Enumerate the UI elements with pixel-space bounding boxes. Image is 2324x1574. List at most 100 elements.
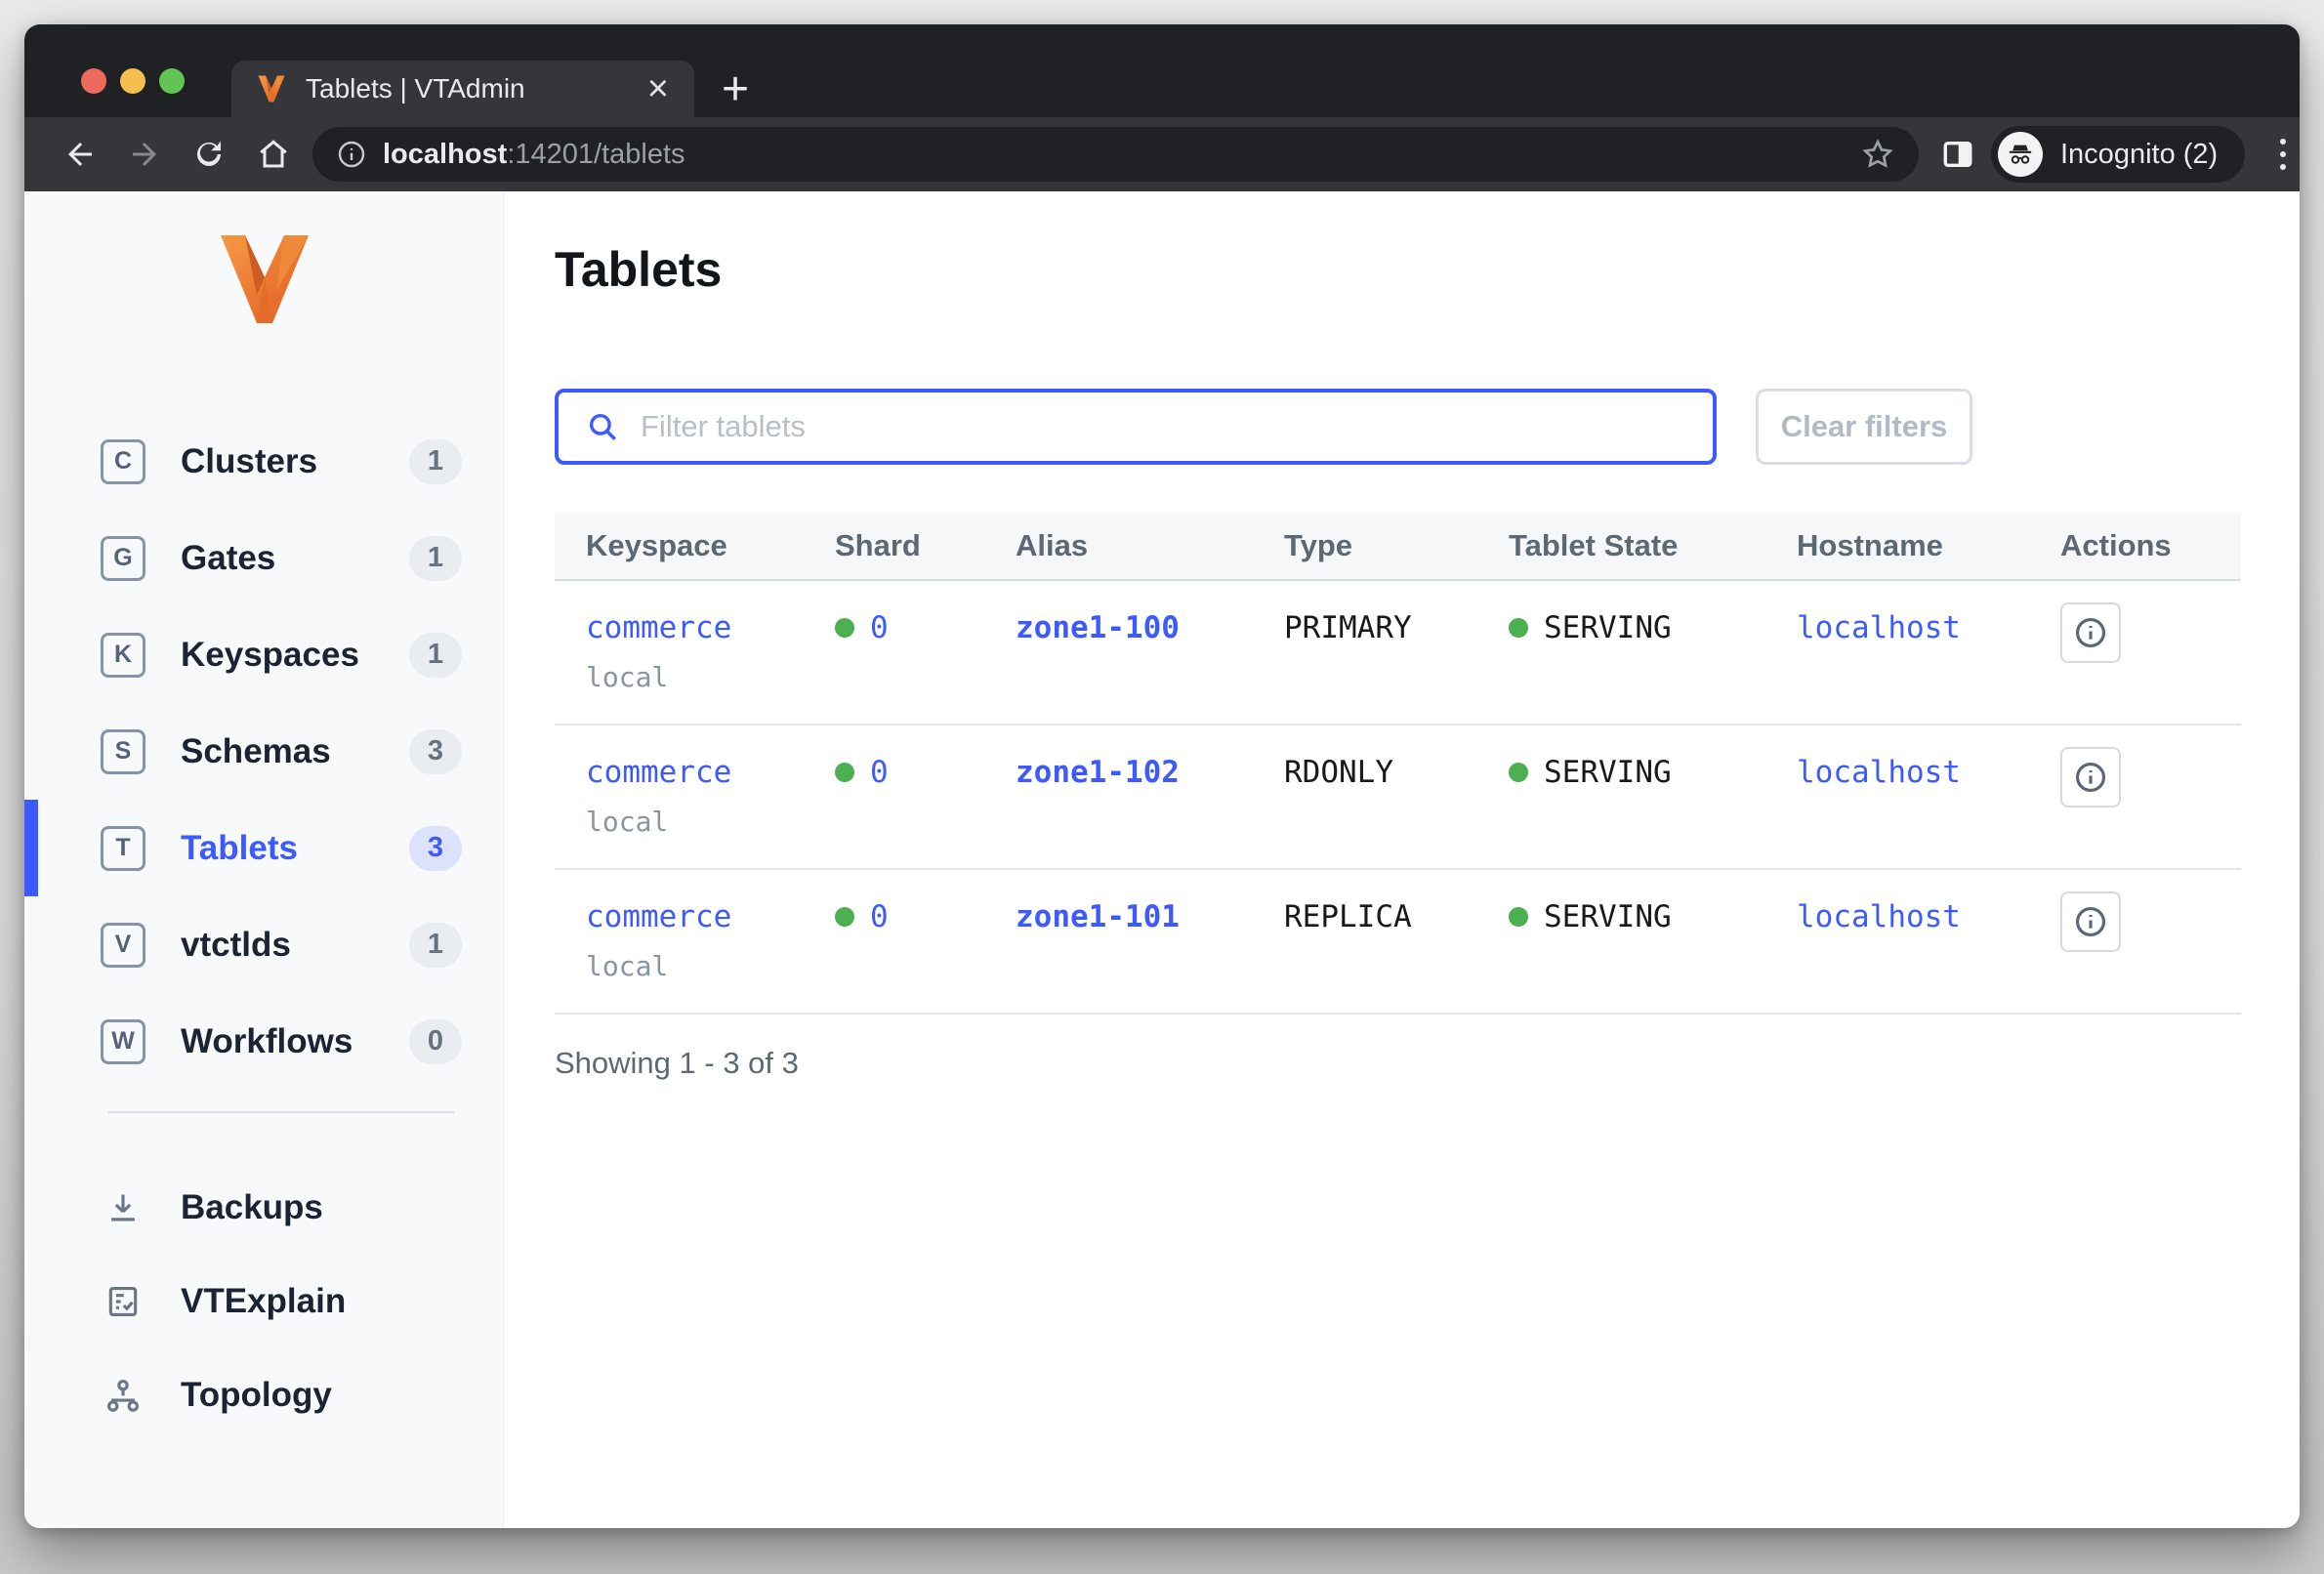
url-host: localhost xyxy=(383,138,508,170)
address-bar[interactable]: localhost:14201/tablets xyxy=(312,127,1919,182)
tablet-type: RDONLY xyxy=(1284,755,1393,790)
tablet-info-button[interactable] xyxy=(2060,891,2121,952)
nav-item-label: Clusters xyxy=(181,441,318,480)
column-header-shard: Shard xyxy=(835,528,921,562)
sidebar-item-workflows[interactable]: W Workflows 0 xyxy=(24,993,503,1090)
shard-link[interactable]: 0 xyxy=(870,899,889,934)
nav-letter: S xyxy=(114,737,132,765)
tablet-state: SERVING xyxy=(1544,755,1672,790)
hostname-link[interactable]: localhost xyxy=(1797,899,1961,934)
sidebar-item-vtctlds[interactable]: V vtctlds 1 xyxy=(24,896,503,993)
url-path: :14201/tablets xyxy=(507,138,685,170)
table-row: commerce local 0 zone1-100 PRIMARY SERVI… xyxy=(555,581,2241,725)
keyspace-link[interactable]: commerce xyxy=(586,755,732,790)
shard-link[interactable]: 0 xyxy=(870,755,889,790)
cluster-name: local xyxy=(586,950,669,982)
state-status-dot xyxy=(1509,907,1528,927)
nav-letter: K xyxy=(113,641,133,668)
browser-tab[interactable]: Tablets | VTAdmin × xyxy=(231,61,694,117)
nav-item-label: Keyspaces xyxy=(181,635,359,674)
sidebar-item-schemas[interactable]: S Schemas 3 xyxy=(24,703,503,800)
column-header-alias: Alias xyxy=(1016,528,1089,562)
side-panel-icon[interactable] xyxy=(1932,129,1983,180)
incognito-label: Incognito (2) xyxy=(2060,138,2219,170)
topology-icon xyxy=(101,1377,145,1414)
hostname-link[interactable]: localhost xyxy=(1797,610,1961,645)
table-row: commerce local 0 zone1-102 RDONLY SERVIN… xyxy=(555,725,2241,870)
tablets-table: Keyspace Shard Alias Type Tablet State H… xyxy=(555,513,2241,1081)
url-text: localhost:14201/tablets xyxy=(383,139,685,171)
tablet-info-button[interactable] xyxy=(2060,747,2121,808)
nav-letter-icon: C xyxy=(101,438,145,484)
browser-window: Tablets | VTAdmin × + localhost:14201/ta… xyxy=(24,24,2300,1528)
shard-link[interactable]: 0 xyxy=(870,610,889,645)
table-row: commerce local 0 zone1-101 REPLICA SERVI… xyxy=(555,870,2241,1015)
sidebar-item-clusters[interactable]: C Clusters 1 xyxy=(24,413,503,510)
nav-letter-icon: T xyxy=(101,825,145,871)
nav-count-badge: 1 xyxy=(409,632,462,678)
macos-zoom-button[interactable] xyxy=(159,68,185,94)
browser-toolbar: localhost:14201/tablets Incognito (2) xyxy=(24,117,2300,191)
tablet-type: PRIMARY xyxy=(1284,610,1412,645)
sidebar: C Clusters 1 G Gates 1 K Keyspaces 1 S S… xyxy=(24,191,504,1528)
alias-link[interactable]: zone1-102 xyxy=(1016,755,1180,790)
nav-letter-icon: S xyxy=(101,728,145,774)
clear-filters-button[interactable]: Clear filters xyxy=(1756,389,1972,465)
column-header-type: Type xyxy=(1284,528,1353,562)
back-button[interactable] xyxy=(48,127,112,182)
alias-link[interactable]: zone1-101 xyxy=(1016,899,1180,934)
sidebar-item-tablets[interactable]: T Tablets 3 xyxy=(24,800,503,896)
browser-menu-icon[interactable] xyxy=(2266,139,2300,170)
tablet-info-button[interactable] xyxy=(2060,602,2121,663)
site-info-icon[interactable] xyxy=(336,139,367,170)
hostname-link[interactable]: localhost xyxy=(1797,755,1961,790)
search-icon xyxy=(589,413,616,440)
main-panel: Tablets Clear filters Keyspace Shard Ali… xyxy=(504,191,2300,1528)
column-header-keyspace: Keyspace xyxy=(586,528,727,562)
nav-letter: C xyxy=(113,447,133,475)
keyspace-link[interactable]: commerce xyxy=(586,899,732,934)
filter-row: Clear filters xyxy=(555,389,2300,465)
tablet-type: REPLICA xyxy=(1284,899,1412,934)
info-icon xyxy=(2075,617,2106,648)
table-header: Keyspace Shard Alias Type Tablet State H… xyxy=(555,513,2241,581)
state-status-dot xyxy=(1509,618,1528,638)
nav-count-badge: 1 xyxy=(409,438,462,484)
info-icon xyxy=(2075,906,2106,937)
shard-status-dot xyxy=(835,763,854,782)
forward-button[interactable] xyxy=(112,127,177,182)
sidebar-divider xyxy=(108,1111,454,1113)
incognito-badge: Incognito (2) xyxy=(1991,126,2246,183)
nav-letter-icon: G xyxy=(101,535,145,581)
macos-minimize-button[interactable] xyxy=(120,68,145,94)
tab-close-icon[interactable]: × xyxy=(646,68,669,109)
nav-letter-icon: K xyxy=(101,632,145,678)
tool-label: Backups xyxy=(181,1188,323,1226)
download-icon xyxy=(101,1189,145,1226)
filter-tablets-input[interactable] xyxy=(641,409,1685,444)
home-button[interactable] xyxy=(241,127,306,182)
bookmark-star-icon[interactable] xyxy=(1860,137,1895,172)
nav-count-badge: 3 xyxy=(409,825,462,871)
nav-item-label: Schemas xyxy=(181,731,331,770)
nav-letter: V xyxy=(114,931,132,958)
table-body: commerce local 0 zone1-100 PRIMARY SERVI… xyxy=(555,581,2241,1015)
shard-status-dot xyxy=(835,907,854,927)
nav-count-badge: 3 xyxy=(409,728,462,774)
new-tab-button[interactable]: + xyxy=(721,62,750,115)
vitess-favicon-icon xyxy=(258,75,285,103)
nav-item-label: Gates xyxy=(181,538,276,577)
keyspace-link[interactable]: commerce xyxy=(586,610,732,645)
sidebar-item-gates[interactable]: G Gates 1 xyxy=(24,510,503,606)
filter-box xyxy=(555,389,1717,465)
column-header-tablet-state: Tablet State xyxy=(1509,528,1679,562)
sidebar-item-keyspaces[interactable]: K Keyspaces 1 xyxy=(24,606,503,703)
reload-button[interactable] xyxy=(177,127,241,182)
alias-link[interactable]: zone1-100 xyxy=(1016,610,1180,645)
incognito-icon xyxy=(1998,132,2043,177)
sidebar-item-vtexplain[interactable]: VTExplain xyxy=(24,1255,503,1348)
macos-close-button[interactable] xyxy=(81,68,106,94)
sidebar-item-backups[interactable]: Backups xyxy=(24,1161,503,1255)
table-footer: Showing 1 - 3 of 3 xyxy=(555,1046,799,1080)
sidebar-item-topology[interactable]: Topology xyxy=(24,1348,503,1442)
